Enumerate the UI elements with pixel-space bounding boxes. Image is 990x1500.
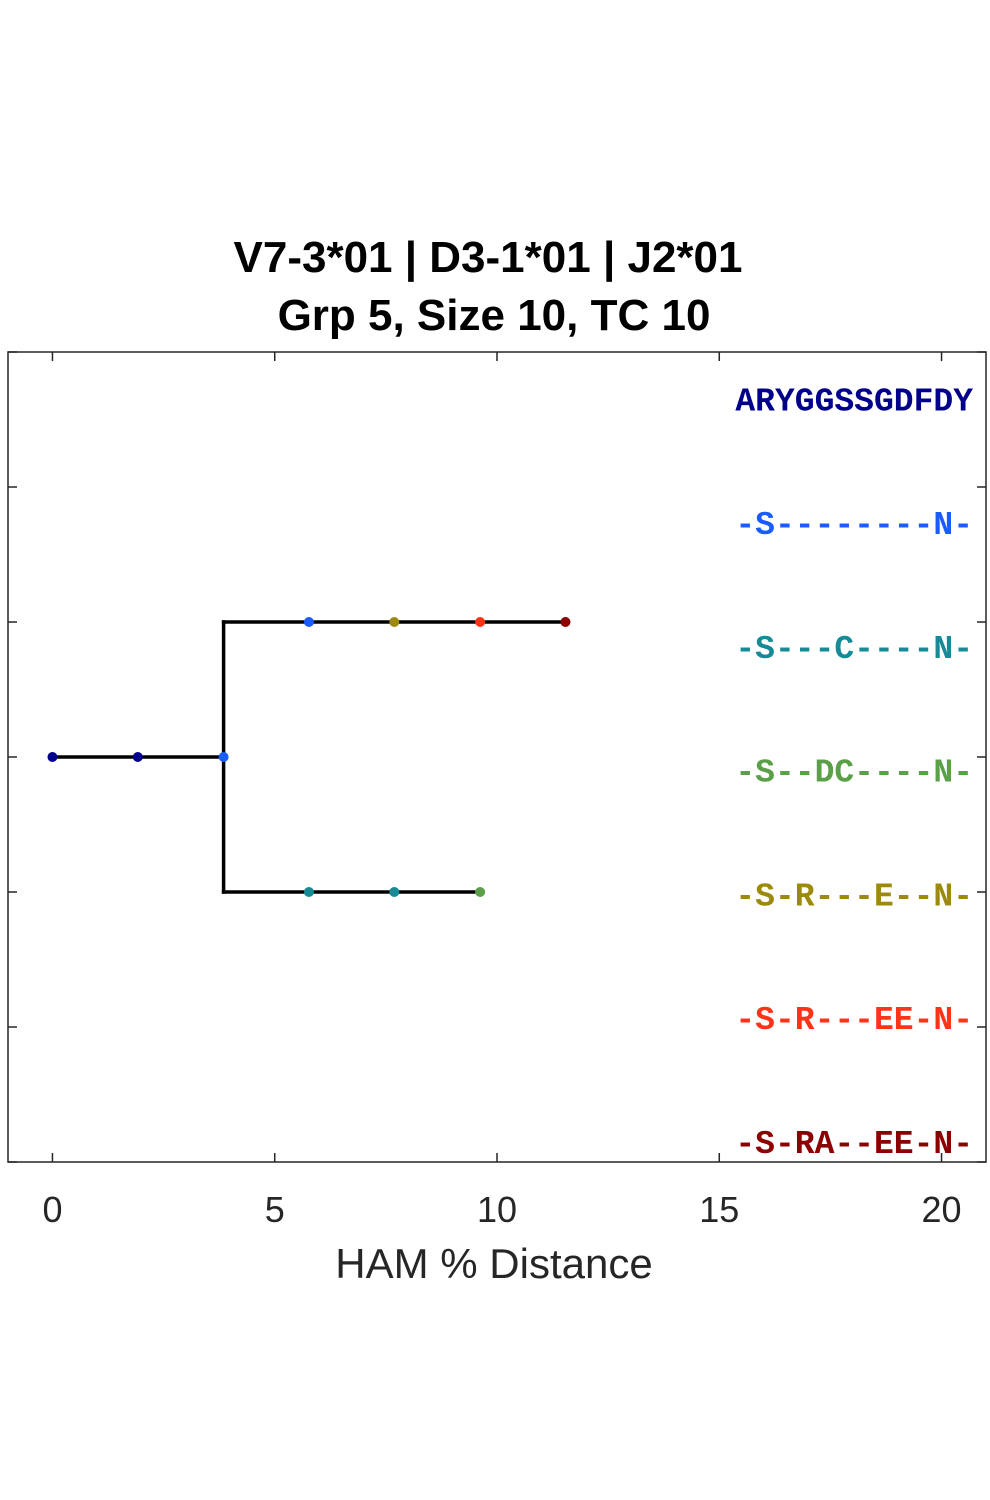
- tree-node: [218, 752, 229, 762]
- x-tick-label: 5: [265, 1189, 285, 1230]
- chart-title-line-1: V7-3*01 | D3-1*01 | J2*01: [234, 233, 743, 283]
- tree-node: [475, 617, 486, 627]
- tree-node: [132, 752, 143, 762]
- sequence-label: -S--DC----N-: [735, 755, 973, 792]
- x-tick-label: 15: [699, 1189, 739, 1230]
- x-tick-label: 0: [42, 1189, 62, 1230]
- tree-nodes: [47, 617, 571, 897]
- sequence-label: -S--------N-: [735, 507, 973, 544]
- sequence-label: -S---C----N-: [735, 631, 973, 668]
- tree-node: [560, 617, 571, 627]
- tree-node: [303, 617, 314, 627]
- tree-node: [389, 887, 400, 897]
- tree-node: [389, 617, 400, 627]
- sequence-labels: ARYGGSSGDFDY -S--------N- -S---C----N- -S--…: [735, 383, 973, 1163]
- sequence-label: -S-RA--EE-N-: [735, 1126, 973, 1163]
- tree-edges: [50, 620, 568, 894]
- chart-title-line-2: Grp 5, Size 10, TC 10: [278, 291, 711, 340]
- x-axis-label: HAM % Distance: [335, 1240, 652, 1287]
- x-tick-labels: 0 5 10 15 20: [42, 1189, 961, 1230]
- x-tick-label: 20: [922, 1189, 962, 1230]
- sequence-label: -S-R---E--N-: [735, 878, 973, 915]
- x-tick-label: 10: [477, 1189, 517, 1230]
- sequence-label: ARYGGSSGDFDY: [735, 383, 973, 420]
- tree-node: [303, 887, 314, 897]
- tree-node: [47, 752, 58, 762]
- sequence-label: -S-R---EE-N-: [735, 1002, 973, 1039]
- tree-node: [475, 887, 486, 897]
- axis-ticks: [8, 351, 986, 1163]
